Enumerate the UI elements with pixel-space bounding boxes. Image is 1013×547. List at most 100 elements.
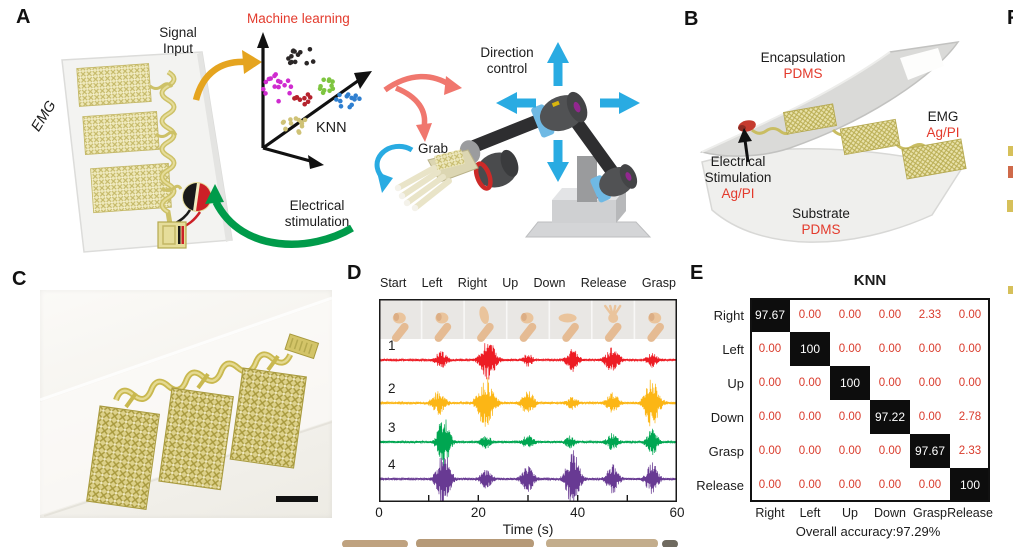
emg-device (61, 51, 233, 253)
cluster-darkred (305, 99, 311, 105)
x-tick-label: 20 (470, 505, 486, 520)
matrix-cell: 0.00 (910, 366, 950, 400)
matrix-cell: 0.00 (870, 468, 910, 502)
cluster-khaki (299, 121, 305, 126)
cluster-darkred (292, 96, 297, 101)
matrix-cell: 0.00 (950, 366, 990, 400)
pointer-arrow (738, 128, 752, 163)
edge-fragment (1008, 146, 1013, 156)
edge-fragment (1008, 166, 1013, 178)
matrix-cell: 0.00 (830, 400, 870, 434)
matrix-cell: 0.00 (910, 400, 950, 434)
cluster-magenta (266, 76, 272, 82)
matrix-cell: 97.22 (870, 400, 910, 434)
x-tick-label: 40 (570, 505, 586, 520)
machine-learning-label: Machine learning (247, 11, 350, 26)
cluster-khaki (302, 117, 308, 123)
matrix-cell: 0.00 (870, 332, 910, 366)
emg-mesh-electrode-1 (76, 63, 152, 107)
matrix-cell: 0.00 (750, 366, 790, 400)
hand-gesture-icon (558, 313, 579, 342)
cluster-green (326, 77, 332, 82)
panel-a-label: A (16, 6, 31, 28)
device-photo-content (40, 296, 332, 517)
next-panel-fragment (662, 540, 678, 547)
panel-a-illustration (61, 32, 652, 253)
matrix-cell: 0.00 (750, 400, 790, 434)
electrical-stimulation-b-label: Electrical Stimulation Ag/PI (705, 154, 772, 202)
electrical-stimulation-text: Electrical Stimulation (704, 154, 772, 185)
knn-scatter-points (261, 47, 362, 135)
cluster-khaki (283, 126, 288, 132)
cluster-green (327, 88, 332, 94)
cluster-magenta (276, 98, 281, 104)
photo-connector (284, 333, 320, 360)
gesture-label: Start (380, 276, 407, 290)
cluster-blue (338, 98, 343, 104)
edge-fragment (1007, 200, 1013, 212)
photo-mesh-3 (229, 367, 307, 469)
matrix-cell: 0.00 (790, 434, 830, 468)
matrix-cell: 100 (790, 332, 830, 366)
matrix-cell: 0.00 (750, 332, 790, 366)
cluster-khaki (296, 129, 301, 134)
matrix-cell: 0.00 (790, 400, 830, 434)
gesture-label-row: Start Left Right Up Down Release Grasp (380, 276, 676, 290)
matrix-cell: 0.00 (790, 468, 830, 502)
panel-f-label: F (1007, 7, 1013, 30)
emg-mesh-electrode-2 (82, 111, 160, 155)
direction-control-label: Direction control (480, 45, 534, 76)
matrix-col-label: Release (947, 506, 993, 520)
matrix-cell: 97.67 (910, 434, 950, 468)
matrix-col-label: Down (874, 506, 906, 520)
cluster-black (286, 56, 291, 61)
panel-b-label: B (684, 8, 699, 30)
matrix-cell: 2.33 (910, 298, 950, 332)
panel-b-illustration (699, 41, 967, 243)
matrix-cell: 2.78 (950, 400, 990, 434)
emg-layer-label: EMG Ag/PI (926, 109, 959, 141)
substrate-label: Substrate PDMS (792, 206, 850, 238)
cluster-magenta (276, 84, 281, 90)
matrix-cell: 0.00 (870, 434, 910, 468)
matrix-row-label: Left (722, 341, 744, 357)
cluster-black (310, 59, 316, 64)
matrix-cell: 0.00 (830, 468, 870, 502)
encapsulation-text: Encapsulation (760, 50, 846, 65)
gesture-label: Down (533, 276, 566, 290)
emg-traces: 1 2 3 4 (379, 299, 677, 502)
matrix-cell: 0.00 (750, 468, 790, 502)
next-panel-fragment (342, 540, 408, 547)
substrate-text: Substrate (792, 206, 850, 221)
robot-joint-top (531, 91, 588, 138)
matrix-col-label: Left (799, 506, 821, 520)
matrix-cell: 0.00 (910, 332, 950, 366)
stimulation-electrode (182, 182, 212, 212)
encapsulation-material: PDMS (783, 65, 823, 81)
gesture-label: Up (502, 276, 519, 290)
matrix-corner-spacer (698, 502, 750, 522)
cluster-magenta (272, 84, 278, 89)
cluster-black (295, 52, 301, 57)
channel-label: 3 (388, 420, 396, 435)
cluster-magenta (282, 83, 287, 88)
knn-scatter-axes (257, 32, 372, 169)
cluster-blue (357, 96, 362, 101)
signal-input-arrow (192, 50, 262, 101)
cluster-blue (334, 97, 339, 102)
cluster-darkred (302, 95, 307, 101)
overall-accuracy: Overall accuracy:97.29% (795, 524, 941, 539)
cluster-magenta (288, 84, 294, 89)
hand-gesture-icon (647, 312, 664, 342)
serpentine-bus (113, 351, 294, 402)
gesture-label: Left (421, 276, 443, 290)
next-panel-fragment (416, 539, 534, 547)
emg-mesh-electrode-3 (90, 162, 172, 214)
photo-mesh-1 (86, 405, 160, 510)
robot-wrist-joint (473, 149, 519, 191)
cluster-blue (345, 92, 351, 97)
channel-label: 2 (388, 381, 396, 396)
cluster-khaki (281, 119, 287, 125)
cluster-green (321, 88, 327, 93)
